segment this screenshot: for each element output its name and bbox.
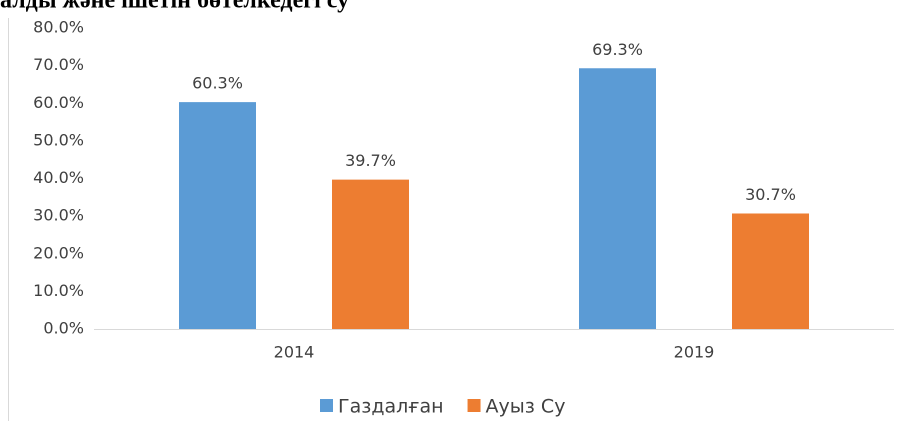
y-tick-label: 70.0% <box>33 55 84 74</box>
legend-swatch <box>467 399 481 412</box>
data-label: 30.7% <box>745 185 796 204</box>
data-label: 60.3% <box>192 74 243 93</box>
y-tick-label: 0.0% <box>43 319 84 338</box>
y-tick-label: 20.0% <box>33 243 84 262</box>
legend-swatch <box>320 399 333 412</box>
x-tick-label: 2014 <box>274 343 315 362</box>
y-tick-label: 10.0% <box>33 281 84 300</box>
y-tick-label: 80.0% <box>33 18 84 37</box>
bar <box>732 213 809 329</box>
y-tick-label: 40.0% <box>33 168 84 187</box>
bar <box>332 179 409 329</box>
x-tick-label: 2019 <box>674 343 715 362</box>
data-label: 39.7% <box>345 151 396 170</box>
y-tick-label: 60.0% <box>33 93 84 112</box>
bar <box>179 102 256 329</box>
legend-label: Газдалған <box>338 396 444 418</box>
legend-label: Ауыз Су <box>486 396 566 418</box>
chart-title: алды және ішетін бөтелкедегі су <box>0 0 349 14</box>
y-tick-label: 30.0% <box>33 206 84 225</box>
bar <box>579 68 656 329</box>
data-label: 69.3% <box>592 40 643 59</box>
y-tick-label: 50.0% <box>33 130 84 149</box>
